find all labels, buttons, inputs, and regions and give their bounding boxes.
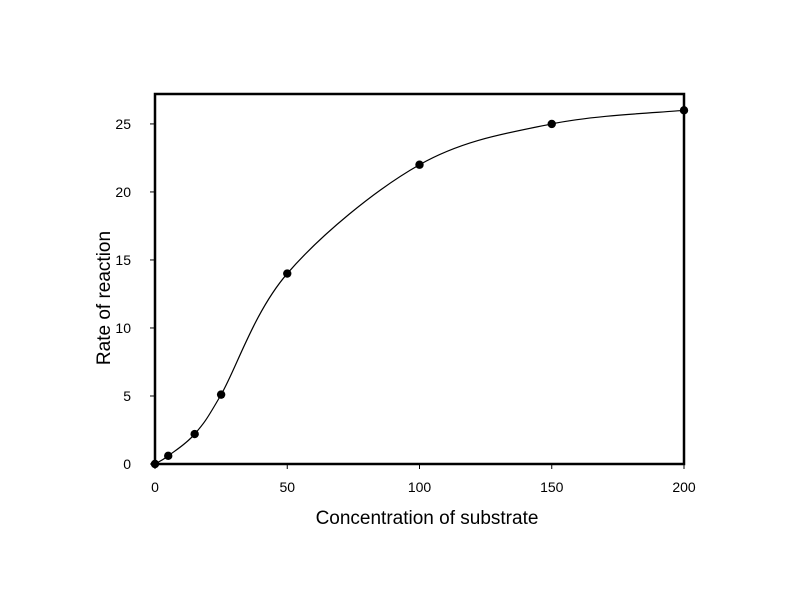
data-point — [150, 459, 160, 469]
x-tick-label: 200 — [672, 479, 696, 495]
x-tick-label: 100 — [408, 479, 432, 495]
y-tick-label: 10 — [115, 320, 131, 336]
data-point — [216, 390, 226, 399]
y-axis-title: Rate of reaction — [94, 231, 115, 365]
plot-area: 0 50 100 150 200 0 5 10 15 20 25 — [115, 92, 696, 495]
y-tick-label: 15 — [115, 252, 131, 268]
y-tick-label: 25 — [115, 116, 131, 132]
x-tick-label: 50 — [279, 479, 295, 495]
x-tick-label: 0 — [151, 479, 159, 495]
data-point — [283, 269, 292, 278]
plot-frame — [153, 92, 686, 466]
x-axis-title: Concentration of substrate — [316, 508, 539, 529]
y-tick-label: 5 — [123, 388, 131, 404]
y-tick-label: 0 — [123, 456, 131, 472]
data-point — [679, 106, 689, 115]
y-tick-label: 20 — [115, 184, 131, 200]
data-point — [190, 429, 199, 439]
data-point — [164, 451, 173, 461]
data-point — [415, 160, 424, 169]
x-tick-label: 150 — [540, 479, 564, 495]
data-point — [547, 119, 556, 129]
